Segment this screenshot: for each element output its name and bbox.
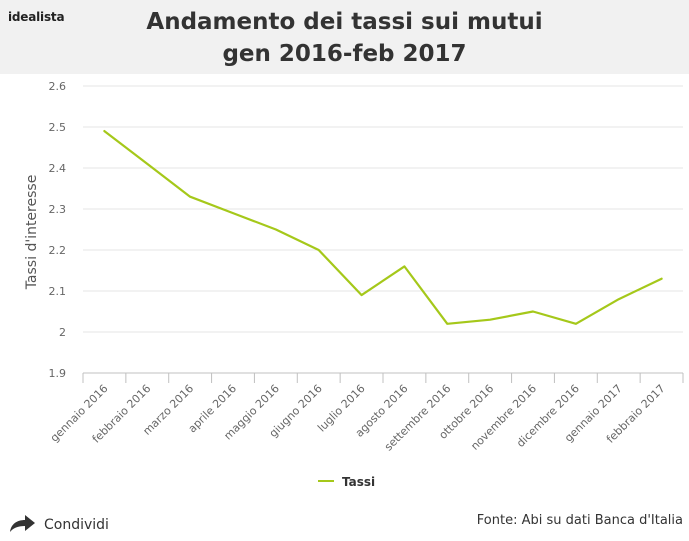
source-note: Fonte: Abi su dati Banca d'Italia bbox=[476, 513, 683, 528]
data-point[interactable] bbox=[187, 194, 193, 200]
y-tick-label: 2.4 bbox=[49, 162, 67, 175]
chart-title-line-1: Andamento dei tassi sui mutui bbox=[146, 9, 543, 35]
y-axis-ticks: 1.9 2 2.1 2.2 2.3 2.4 2.5 2.6 bbox=[49, 80, 67, 380]
data-point[interactable] bbox=[444, 321, 450, 327]
data-point[interactable] bbox=[616, 296, 622, 302]
idealista-logo: idealista bbox=[8, 10, 65, 24]
data-point[interactable] bbox=[359, 292, 365, 298]
y-tick-label: 1.9 bbox=[49, 367, 67, 380]
data-point[interactable] bbox=[530, 309, 536, 315]
legend[interactable]: Tassi bbox=[318, 475, 375, 489]
y-tick-label: 2.3 bbox=[49, 203, 67, 216]
data-point[interactable] bbox=[101, 128, 107, 134]
chart-title: Andamento dei tassi sui mutui gen 2016-f… bbox=[0, 6, 689, 70]
data-point[interactable] bbox=[273, 227, 279, 233]
y-axis-label: Tassi d'interesse bbox=[24, 175, 40, 291]
share-button[interactable]: Condividi bbox=[8, 512, 109, 538]
data-point[interactable] bbox=[659, 276, 665, 282]
y-tick-label: 2.2 bbox=[49, 244, 67, 257]
data-point[interactable] bbox=[487, 317, 493, 323]
data-point[interactable] bbox=[316, 247, 322, 253]
y-tick-label: 2.5 bbox=[49, 121, 67, 134]
share-label: Condividi bbox=[44, 517, 109, 533]
data-point[interactable] bbox=[144, 161, 150, 167]
share-arrow-icon bbox=[8, 513, 36, 538]
line-chart: 1.9 2 2.1 2.2 2.3 2.4 2.5 2.6 gennaio 2016febbr… bbox=[24, 80, 684, 489]
series-line-tassi bbox=[103, 129, 663, 325]
legend-label-tassi: Tassi bbox=[342, 475, 375, 489]
chart-header: idealista Andamento dei tassi sui mutui … bbox=[0, 0, 689, 74]
y-tick-label: 2 bbox=[59, 326, 66, 339]
y-tick-label: 2.1 bbox=[49, 285, 67, 298]
grid-lines bbox=[83, 85, 683, 374]
series-group bbox=[101, 128, 665, 327]
y-tick-label: 2.6 bbox=[49, 80, 67, 93]
chart-title-line-2: gen 2016-feb 2017 bbox=[222, 41, 467, 67]
data-point[interactable] bbox=[230, 210, 236, 216]
data-point[interactable] bbox=[401, 263, 407, 269]
data-point[interactable] bbox=[573, 321, 579, 327]
